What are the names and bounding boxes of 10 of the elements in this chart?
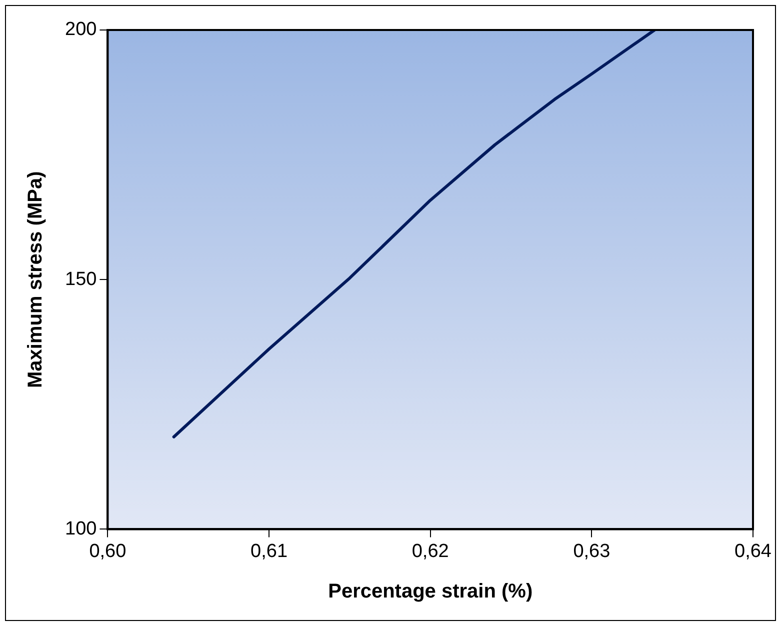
y-tick-label: 150 (65, 268, 97, 290)
y-tick-label: 100 (65, 518, 97, 540)
x-tick-label: 0,62 (412, 540, 449, 562)
x-tick-label: 0,60 (89, 540, 126, 562)
x-axis-title: Percentage strain (%) (328, 580, 533, 603)
x-tick-label: 0,64 (734, 540, 772, 562)
x-tick-label: 0,63 (573, 540, 610, 562)
y-axis-title: Maximum stress (MPa) (24, 171, 47, 388)
y-tick-label: 200 (65, 19, 97, 40)
x-tick-label: 0,61 (250, 540, 288, 562)
